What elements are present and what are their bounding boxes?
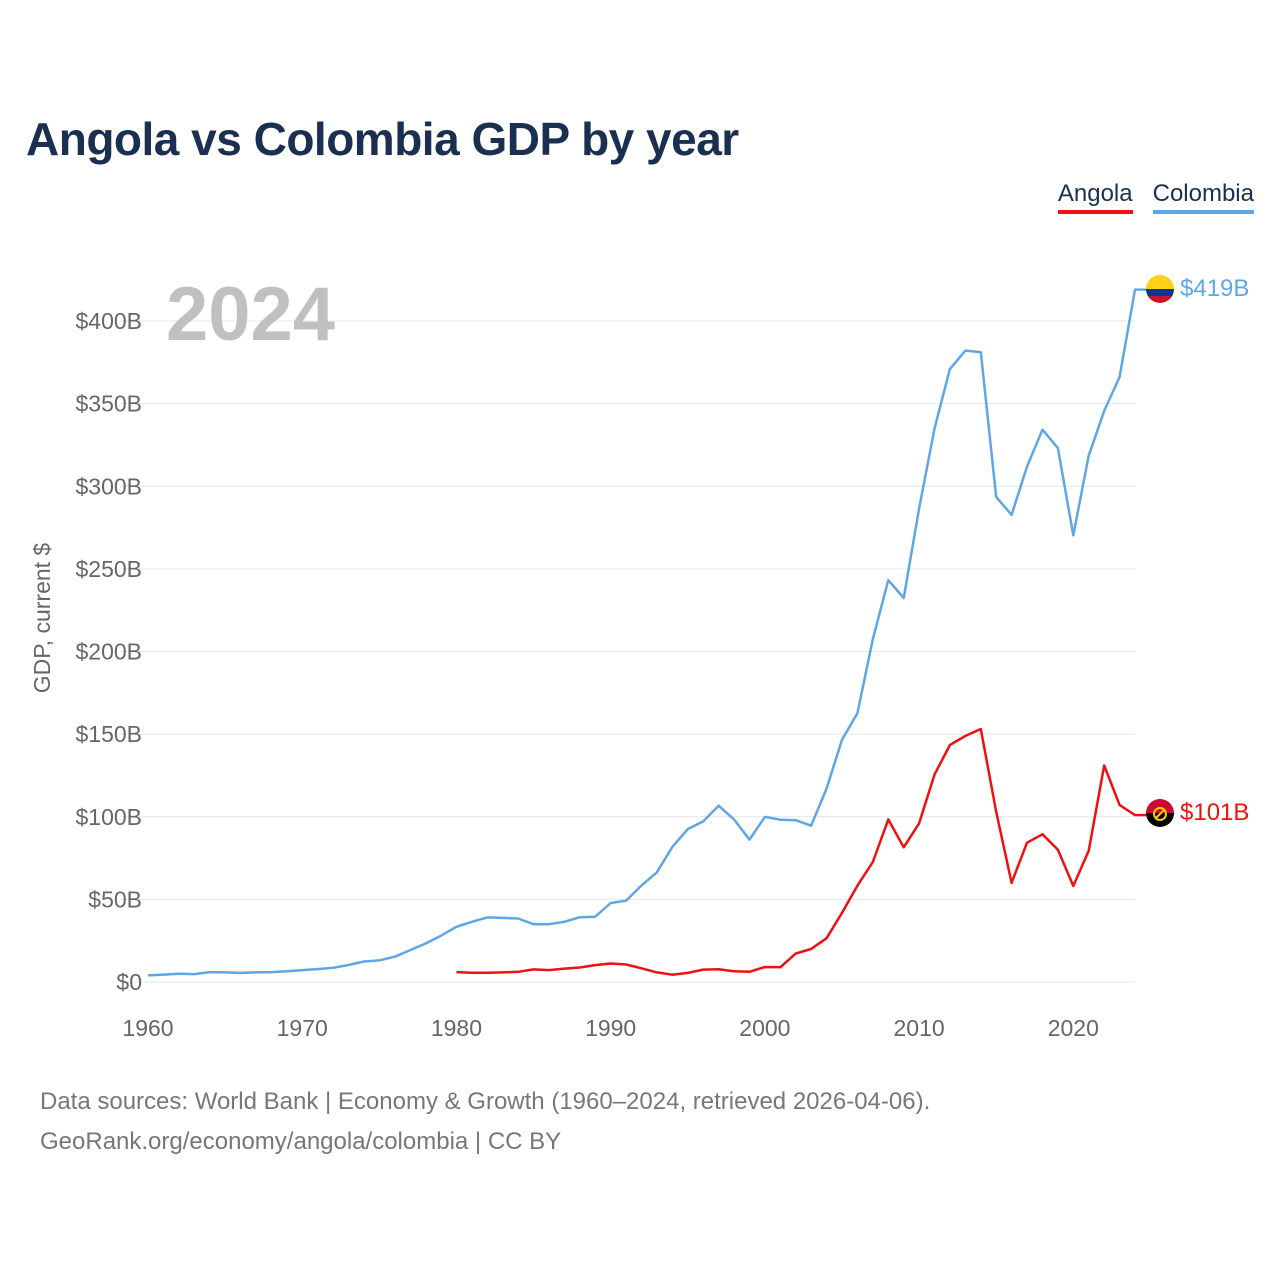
y-tick-label: $400B [75, 308, 142, 334]
y-tick-label: $0 [116, 969, 142, 995]
x-tick-label: 2010 [894, 1015, 945, 1041]
x-tick-label: 1960 [122, 1015, 173, 1041]
angola-flag-icon [1146, 799, 1174, 827]
y-tick-label: $250B [75, 556, 142, 582]
x-tick-label: 2000 [739, 1015, 790, 1041]
y-axis-title: GDP, current $ [29, 543, 55, 694]
end-label-angola: $101B [1180, 799, 1249, 826]
legend-item-colombia[interactable]: Colombia [1152, 180, 1254, 214]
colombia-flag-icon [1146, 275, 1174, 303]
x-tick-label: 1990 [585, 1015, 636, 1041]
series-line-colombia[interactable] [147, 288, 1160, 977]
legend: Angola Colombia [1057, 180, 1254, 214]
footer-link[interactable]: GeoRank.org/economy/angola/colombia | CC… [40, 1128, 562, 1155]
gridlines [120, 320, 1135, 983]
footer-sources: Data sources: World Bank | Economy & Gro… [40, 1088, 931, 1115]
y-tick-label: $150B [75, 721, 142, 747]
series-line-angola[interactable] [456, 727, 1160, 976]
x-tick-label: 1980 [431, 1015, 482, 1041]
y-tick-label: $300B [75, 473, 142, 499]
series-lines [147, 288, 1160, 977]
x-tick-label: 1970 [277, 1015, 328, 1041]
page-title: Angola vs Colombia GDP by year [26, 113, 739, 165]
year-watermark: 2024 [166, 272, 335, 357]
footer: Data sources: World Bank | Economy & Gro… [40, 1082, 930, 1162]
x-tick-label: 2020 [1048, 1015, 1099, 1041]
y-tick-label: $100B [75, 804, 142, 830]
end-label-colombia: $419B [1180, 275, 1249, 302]
y-tick-label: $200B [75, 639, 142, 665]
y-tick-label: $50B [88, 886, 142, 912]
legend-item-angola[interactable]: Angola [1057, 180, 1133, 214]
y-tick-label: $350B [75, 391, 142, 417]
x-axis-ticks: 1960 1970 1980 1990 2000 2010 2020 [122, 1015, 1098, 1041]
y-axis-ticks: $0 $50B $100B $150B $200B $250B $300B $350B $400… [75, 308, 142, 995]
